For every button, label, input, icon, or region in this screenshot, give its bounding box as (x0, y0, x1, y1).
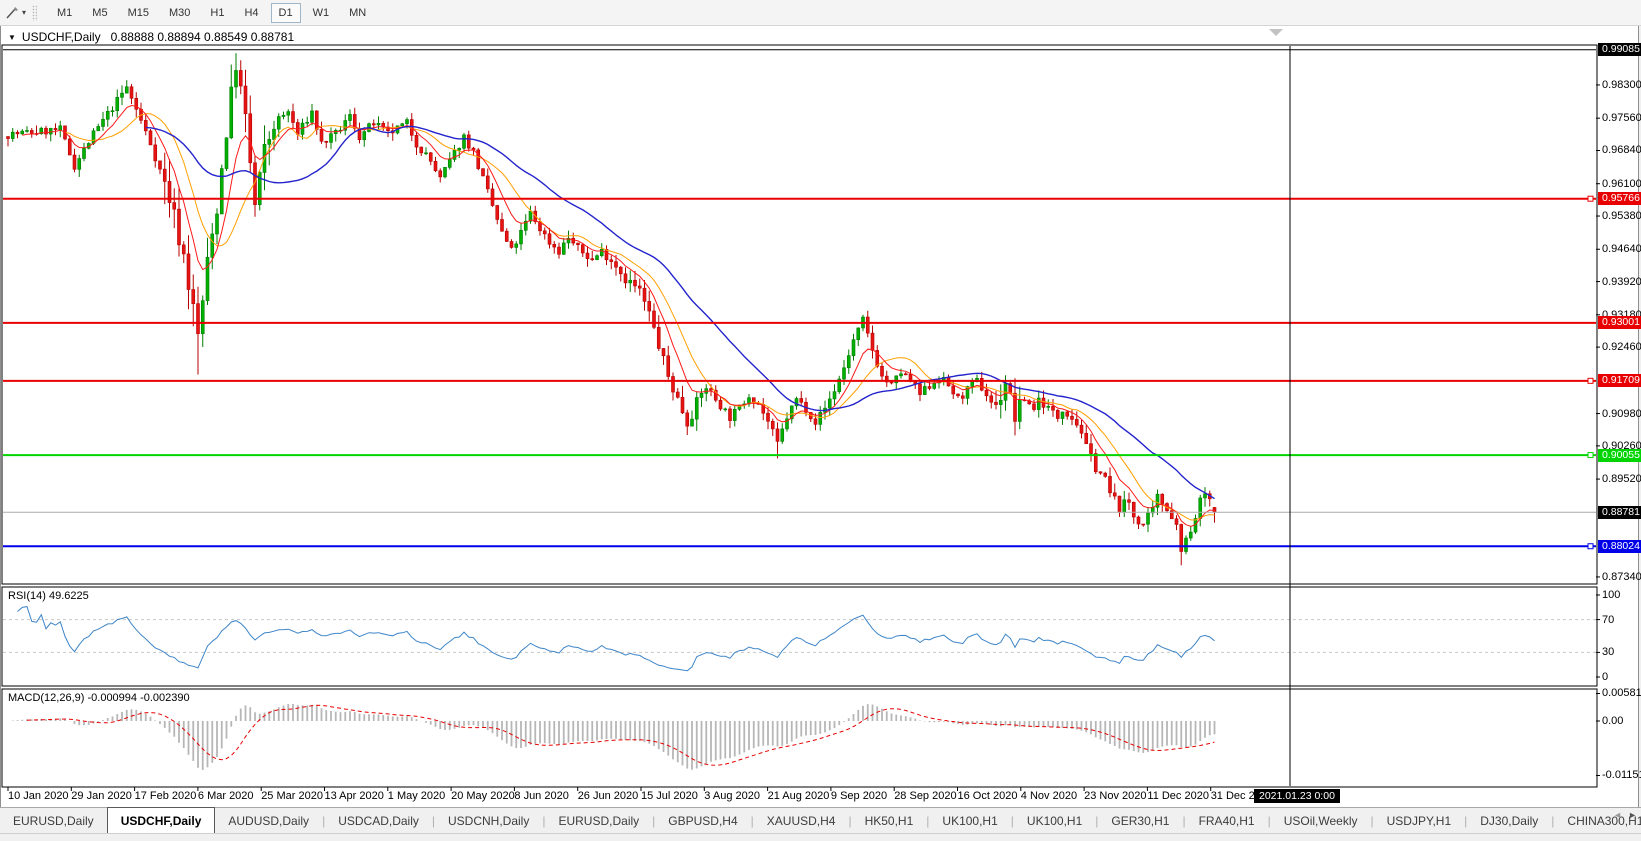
tab-usoil-weekly[interactable]: USOil,Weekly (1283, 814, 1358, 828)
tab-separator: | (652, 814, 656, 828)
tab-separator: | (1095, 814, 1099, 828)
tab-fra40-h1[interactable]: FRA40,H1 (1198, 814, 1255, 828)
tab-separator: | (848, 814, 852, 828)
tab-separator: | (750, 814, 754, 828)
timeframe-button-m1[interactable]: M1 (57, 6, 73, 19)
line-handle[interactable] (1587, 377, 1594, 384)
timeframe-button-m15[interactable]: M15 (127, 6, 149, 19)
tab-uk100-h1[interactable]: UK100,H1 (1026, 814, 1083, 828)
tab-uk100-h1[interactable]: UK100,H1 (942, 814, 998, 828)
tab-eurusd-daily[interactable]: EURUSD,Daily (558, 814, 640, 828)
ma-fast-line (22, 104, 1215, 527)
toolbar: ▾ M1 M5 M15 M30 H1 H4 D1 W1 MN (0, 0, 1641, 26)
main-pane[interactable] (1, 44, 1598, 585)
tab-usdcnh-daily[interactable]: USDCNH,Daily (448, 814, 530, 828)
ma-slow-line (145, 125, 1215, 500)
tabs-scroll-left-icon[interactable]: ◄ (1613, 810, 1623, 820)
timeframe-button-d1[interactable]: D1 (270, 2, 301, 23)
line-handle[interactable] (1587, 452, 1594, 459)
tabs-scroll-arrows: ◄ ► (1613, 810, 1637, 820)
line-handle[interactable] (1587, 195, 1594, 202)
tab-separator: | (1551, 814, 1555, 828)
toolbar-dropdown-caret[interactable]: ▾ (22, 8, 27, 17)
tab-ger30-h1[interactable]: GER30,H1 (1111, 814, 1170, 828)
tab-separator: | (1010, 814, 1014, 828)
tab-separator: | (1267, 814, 1271, 828)
timeframe-button-mn[interactable]: MN (349, 6, 367, 19)
timeframe-button-group: M1 M5 M15 M30 H1 H4 D1 W1 MN (47, 2, 376, 23)
chart-ohlc-values: 0.88888 0.88894 0.88549 0.88781 (110, 30, 295, 44)
timeframe-button-w1[interactable]: W1 (312, 6, 330, 19)
line-handle[interactable] (1587, 543, 1594, 550)
tab-gbpusd-h4[interactable]: GBPUSD,H4 (668, 814, 738, 828)
tab-china300-h1[interactable]: CHINA300,H1 (1567, 814, 1641, 828)
chart-symbol-title: USDCHF,Daily (21, 30, 101, 44)
status-bar (0, 833, 1641, 841)
tab-separator: | (322, 814, 326, 828)
tab-separator: | (542, 814, 546, 828)
tab-separator: | (1464, 814, 1468, 828)
timeframe-button-h4[interactable]: H4 (244, 6, 259, 19)
macd-histogram (11, 703, 1216, 770)
line-draw-icon[interactable] (4, 5, 20, 21)
tab-hk50-h1[interactable]: HK50,H1 (864, 814, 914, 828)
toolbar-grip (32, 4, 38, 21)
window-menu-icon[interactable]: ▼ (8, 32, 16, 42)
tab-separator: | (1182, 814, 1186, 828)
timeframe-button-h1[interactable]: H1 (210, 6, 225, 19)
chart-shift-marker (1269, 29, 1283, 36)
timeframe-button-m5[interactable]: M5 (92, 6, 108, 19)
rsi-pane[interactable] (1, 586, 1598, 687)
tab-eurusd-daily[interactable]: EURUSD,Daily (13, 814, 94, 828)
rsi-line (17, 606, 1215, 672)
tab-separator: | (926, 814, 930, 828)
macd-pane[interactable] (1, 688, 1598, 788)
tab-usdjpy-h1[interactable]: USDJPY,H1 (1386, 814, 1452, 828)
tab-separator: | (1370, 814, 1374, 828)
chart-title-bar: ▼ USDCHF,Daily 0.88888 0.88894 0.88549 0… (4, 29, 294, 45)
candle-series (6, 53, 1217, 566)
tab-xauusd-h4[interactable]: XAUUSD,H4 (766, 814, 836, 828)
tab-usdchf-daily[interactable]: USDCHF,Daily (106, 807, 216, 834)
tab-dj30-daily[interactable]: DJ30,Daily (1480, 814, 1539, 828)
ma-mid-line (64, 113, 1215, 521)
tab-usdcad-daily[interactable]: USDCAD,Daily (338, 814, 419, 828)
chart-tabs-bar: EURUSD,Daily USDCHF,Daily AUDUSD,Daily | USD… (0, 807, 1641, 834)
tab-separator: | (431, 814, 435, 828)
macd-signal-line (26, 704, 1215, 766)
tabs-scroll-right-icon[interactable]: ► (1628, 810, 1637, 820)
timeframe-button-m30[interactable]: M30 (168, 6, 191, 19)
tab-audusd-daily[interactable]: AUDUSD,Daily (228, 814, 310, 828)
